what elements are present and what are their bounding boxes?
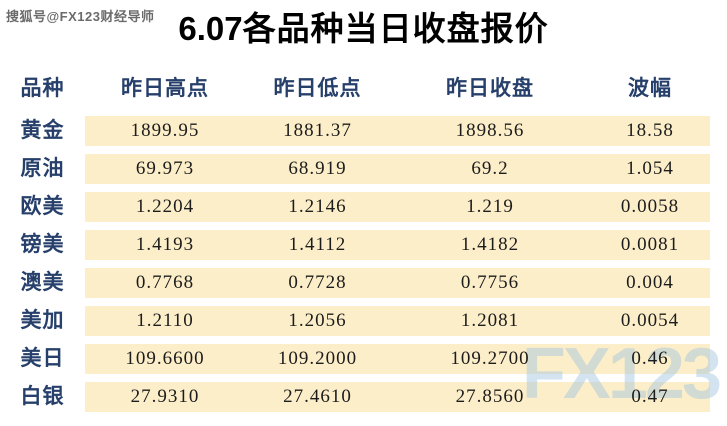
- cell-prev-low: 1.4112: [288, 234, 347, 255]
- cell-range: 0.0054: [620, 310, 680, 331]
- row-band: [85, 154, 710, 184]
- cell-prev-high: 69.973: [135, 158, 195, 179]
- cell-range: 1.054: [626, 158, 674, 179]
- row-band: [85, 230, 710, 260]
- row-band: [85, 116, 710, 146]
- cell-prev-low: 1881.37: [283, 120, 352, 141]
- table-header: 品种 昨日高点 昨日低点 昨日收盘 波幅: [0, 72, 710, 102]
- cell-prev-high: 109.6600: [125, 348, 205, 369]
- cell-prev-close: 1898.56: [455, 120, 525, 141]
- cell-range: 0.0081: [620, 234, 680, 255]
- cell-variety: 澳美: [20, 271, 65, 294]
- table-row: 黄金 1899.95 1881.37 1898.56 18.58: [0, 116, 710, 146]
- cell-prev-close: 109.2700: [450, 348, 530, 369]
- cell-prev-high: 1.4193: [135, 234, 195, 255]
- row-band: [85, 382, 710, 412]
- row-band: [85, 268, 710, 298]
- cell-range: 0.0058: [620, 196, 680, 217]
- header-cell-prev-high: 昨日高点: [121, 77, 209, 100]
- cell-prev-high: 0.7768: [135, 272, 195, 293]
- cell-variety: 美日: [20, 347, 65, 370]
- page-title: 6.07各品种当日收盘报价: [0, 6, 727, 53]
- row-band: [85, 192, 710, 222]
- table-row: 镑美 1.4193 1.4112 1.4182 0.0081: [0, 230, 710, 260]
- cell-prev-low: 1.2146: [288, 196, 347, 217]
- cell-variety: 美加: [20, 309, 65, 332]
- cell-range: 0.004: [626, 272, 674, 293]
- cell-prev-close: 1.219: [466, 196, 514, 217]
- row-band: [85, 306, 710, 336]
- cell-range: 0.47: [631, 386, 669, 407]
- row-band: [85, 344, 710, 374]
- table-row: 原油 69.973 68.919 69.2 1.054: [0, 154, 710, 184]
- cell-variety: 原油: [20, 157, 65, 180]
- cell-prev-close: 27.8560: [455, 386, 525, 407]
- cell-prev-close: 1.4182: [460, 234, 520, 255]
- fx123-watermark: FX123: [521, 334, 722, 414]
- sohu-account-watermark: 搜狐号@FX123财经导师: [6, 9, 155, 24]
- cell-prev-high: 1.2204: [135, 196, 195, 217]
- cell-prev-low: 27.4610: [283, 386, 352, 407]
- title-date: 6.07: [178, 10, 243, 47]
- cell-prev-close: 0.7756: [460, 272, 520, 293]
- cell-prev-low: 0.7728: [288, 272, 347, 293]
- cell-range: 0.46: [631, 348, 669, 369]
- cell-prev-high: 1.2110: [136, 310, 194, 331]
- cell-prev-low: 68.919: [288, 158, 347, 179]
- cell-prev-close: 1.2081: [460, 310, 520, 331]
- cell-variety: 黄金: [20, 119, 65, 142]
- cell-variety: 镑美: [20, 233, 65, 256]
- cell-prev-high: 27.9310: [130, 386, 200, 407]
- cell-variety: 白银: [20, 385, 65, 408]
- header-cell-prev-close: 昨日收盘: [446, 77, 534, 100]
- header-cell-prev-low: 昨日低点: [273, 77, 362, 100]
- title-text: 各品种当日收盘报价: [242, 12, 549, 48]
- cell-prev-close: 69.2: [471, 158, 509, 179]
- header-cell-variety: 品种: [20, 77, 65, 100]
- table-row: 澳美 0.7768 0.7728 0.7756 0.004: [0, 268, 710, 298]
- cell-range: 18.58: [626, 120, 674, 141]
- table-row: 欧美 1.2204 1.2146 1.219 0.0058: [0, 192, 710, 222]
- table-row: 美日 109.6600 109.2000 109.2700 0.46: [0, 344, 710, 374]
- table-row: 白银 27.9310 27.4610 27.8560 0.47: [0, 382, 710, 412]
- cell-prev-low: 109.2000: [277, 348, 358, 369]
- cell-prev-low: 1.2056: [288, 310, 347, 331]
- table-row: 美加 1.2110 1.2056 1.2081 0.0054: [0, 306, 710, 336]
- cell-variety: 欧美: [20, 195, 65, 218]
- cell-prev-high: 1899.95: [130, 120, 200, 141]
- header-cell-range: 波幅: [628, 77, 672, 100]
